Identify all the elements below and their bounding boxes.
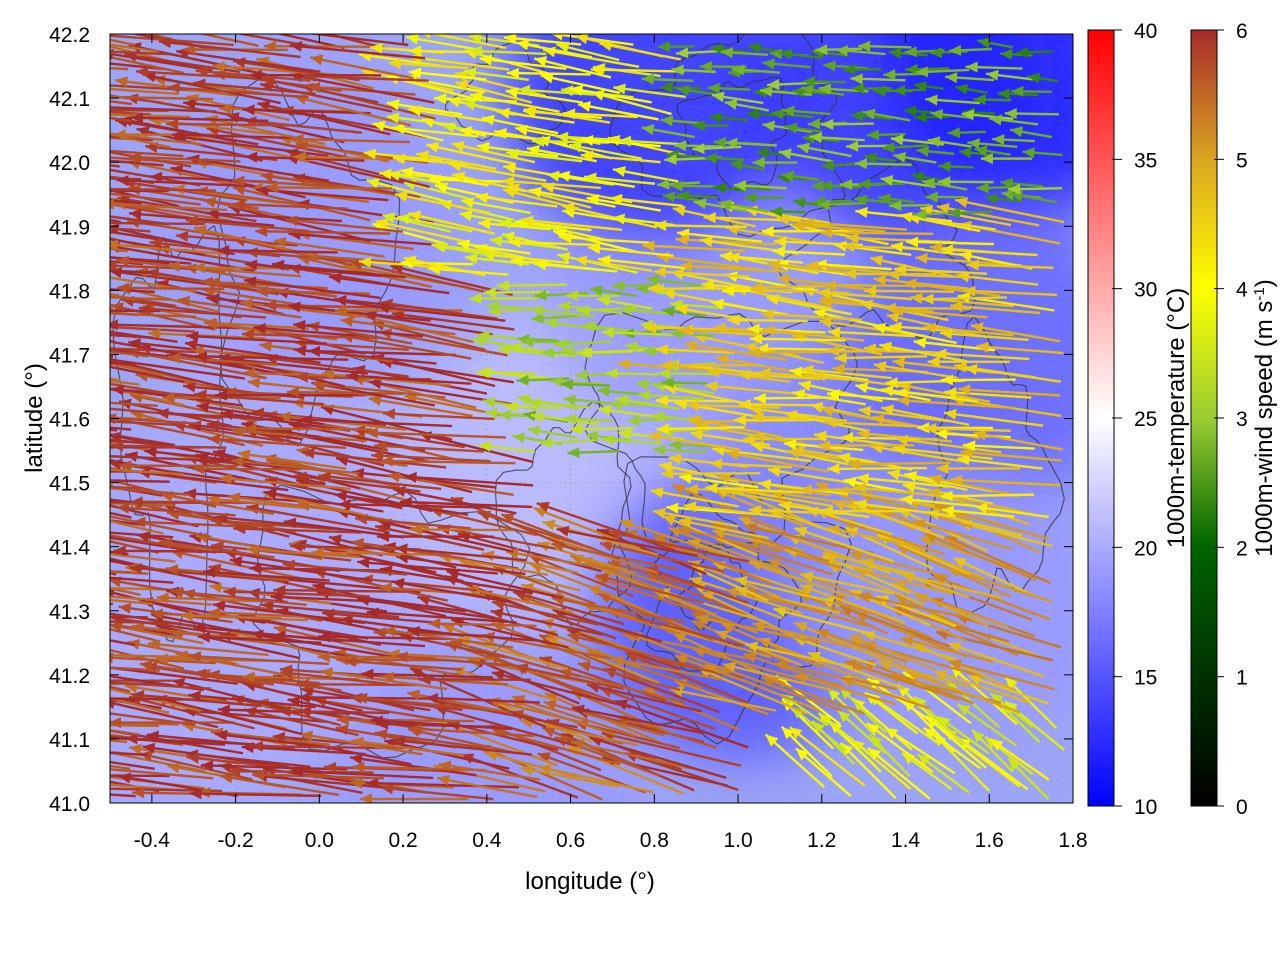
x-tick-label: 0.2	[388, 829, 417, 852]
temperature-colorbar-ticks: 10 15 20 25 30 35 40	[1112, 20, 1157, 819]
y-tick-label: 41.1	[49, 729, 90, 752]
colorbar-tick-label: 1	[1236, 667, 1248, 690]
y-axis-title: latitude (°)	[21, 363, 48, 473]
x-tick-label: 1.4	[891, 829, 921, 852]
x-axis-title: longitude (°)	[525, 868, 655, 895]
x-tick-label: 1.0	[723, 829, 752, 852]
colorbar-tick-label: 4	[1236, 279, 1248, 302]
wind-vector	[0, 623, 107, 645]
x-tick-label: 1.6	[975, 829, 1004, 852]
colorbar-tick-label: 2	[1236, 537, 1248, 560]
x-tick-label: 0.6	[556, 829, 585, 852]
wind-vector	[0, 57, 128, 69]
colorbar-tick-label: 25	[1134, 408, 1157, 431]
colorbar-tick-label: 0	[1236, 796, 1248, 819]
x-tick-label: 0.4	[472, 829, 502, 852]
wind-vector	[0, 391, 106, 402]
colorbar-tick-label: 35	[1134, 149, 1157, 172]
temperature-colorbar-label: 1000m-temperature (°C)	[1163, 288, 1190, 548]
y-tick-label: 41.7	[49, 344, 90, 367]
x-tick-label: 1.2	[807, 829, 836, 852]
x-tick-label: 0.8	[640, 829, 669, 852]
wind-colorbar-label-end: )	[1251, 279, 1278, 287]
wind-colorbar-label-superscript: -1	[1251, 287, 1268, 300]
colorbar-tick-label: 5	[1236, 149, 1248, 172]
wind-vector	[0, 694, 118, 723]
temperature-colorbar-gradient	[1088, 30, 1114, 806]
colorbar-tick-label: 40	[1134, 20, 1157, 43]
colorbar-tick-label: 10	[1134, 796, 1157, 819]
temperature-colorbar: 10 15 20 25 30 35 40 1000m-temperature (°C)	[1088, 20, 1190, 819]
y-tick-label: 42.1	[49, 88, 90, 111]
wind-colorbar-ticks: 0 1 2 3 4 5 6	[1214, 20, 1248, 819]
y-tick-label: 41.4	[49, 537, 90, 560]
colorbar-tick-label: 20	[1134, 537, 1157, 560]
y-tick-label: 41.5	[49, 473, 90, 496]
y-tick-label: 41.0	[49, 793, 90, 816]
wind-colorbar-gradient	[1191, 30, 1217, 806]
x-tick-label: -0.4	[134, 829, 171, 852]
y-tick-label: 41.2	[49, 665, 90, 688]
x-tick-label: 1.8	[1058, 829, 1087, 852]
y-tick-label: 41.6	[49, 409, 90, 432]
y-tick-label: 41.8	[49, 280, 90, 303]
y-tick-label: 42.2	[49, 24, 90, 47]
y-tick-label: 41.3	[49, 601, 90, 624]
wind-vector	[0, 515, 115, 539]
wind-vector	[0, 321, 113, 341]
wind-vector	[0, 188, 121, 199]
wind-colorbar-label: 1000m-wind speed (m s-1)	[1251, 279, 1279, 556]
wind-vector	[0, 46, 114, 57]
colorbar-tick-label: 6	[1236, 20, 1248, 43]
wind-vector	[0, 443, 108, 473]
y-tick-label: 41.9	[49, 216, 90, 239]
wind-vector	[0, 63, 107, 74]
colorbar-tick-label: 30	[1134, 279, 1157, 302]
x-tick-label: -0.2	[218, 829, 254, 852]
wind-vector	[0, 758, 106, 787]
wind-speed-colorbar: 0 1 2 3 4 5 6 1000m-wind speed (m s-1)	[1191, 20, 1278, 819]
colorbar-tick-label: 3	[1236, 408, 1248, 431]
wind-colorbar-label-main: 1000m-wind speed (m s	[1251, 301, 1278, 557]
plot-area: -0.4 -0.2 0.0 0.2 0.4 0.6 0.8 1.0 1.2 1.4 1.6 1.8 4…	[0, 0, 1181, 921]
wind-vector	[5, 114, 122, 138]
y-tick-label: 42.0	[49, 152, 90, 175]
wind-vector	[0, 633, 106, 662]
wind-vector	[0, 257, 109, 268]
x-tick-label: 0.0	[305, 829, 334, 852]
colorbar-tick-label: 15	[1134, 667, 1157, 690]
